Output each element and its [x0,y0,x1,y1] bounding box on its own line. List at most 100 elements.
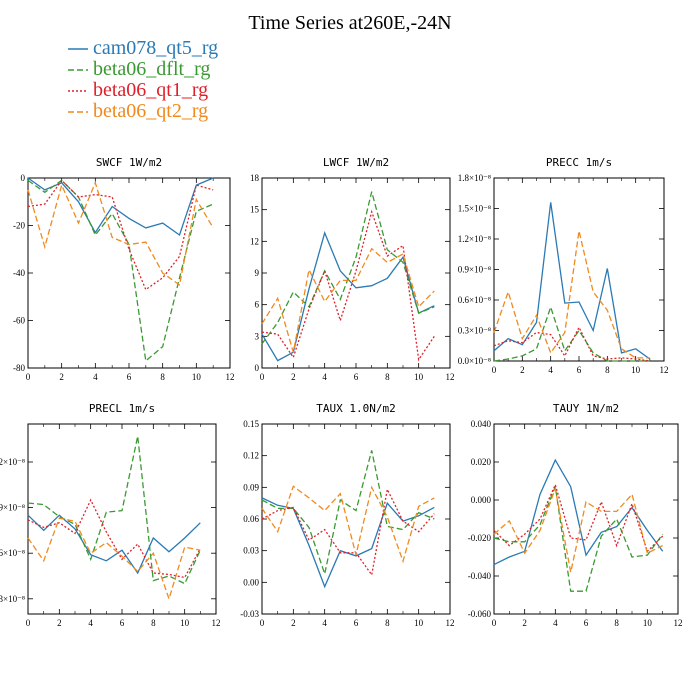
y-tick-label: -0.060 [468,609,492,619]
x-tick-label: 10 [414,618,424,628]
series-line [493,305,650,362]
x-tick-label: 8 [160,372,165,382]
chart-title: LWCF 1W/m2 [323,156,389,169]
x-tick-label: 0 [492,365,497,375]
y-tick-label: 0.6×10⁻⁸ [0,548,25,558]
series-line [493,482,664,553]
x-tick-label: 12 [446,372,455,382]
legend-item: beta06_dflt_rg [68,58,218,80]
y-tick-label: 0.03 [243,546,259,556]
y-tick-label: -0.020 [468,533,492,543]
y-tick-label: 0.0×10⁻⁸ [458,356,491,366]
series-line [261,485,435,564]
y-tick-label: -20 [13,221,25,231]
y-tick-label: 0.3×10⁻⁸ [0,594,25,604]
plot-frame [261,423,451,615]
chart-panel: LWCF 1W/m2 0 2 4 6 8 10 12 0 3 6 9 12 15 18 [250,156,455,382]
chart-title: TAUY 1N/m2 [553,402,619,415]
x-tick-label: 6 [577,365,582,375]
y-tick-label: 0.000 [471,495,492,505]
y-tick-label: 0.9×10⁻⁸ [458,265,491,275]
x-tick-label: 4 [553,618,558,628]
series-line [27,180,214,287]
x-tick-label: 2 [291,618,296,628]
y-tick-label: 12 [250,236,259,246]
y-tick-label: -0.03 [240,609,259,619]
x-tick-label: 10 [192,372,202,382]
series-line [261,487,435,577]
y-tick-label: -0.040 [468,571,492,581]
x-tick-label: 8 [385,372,390,382]
y-tick-label: 0.15 [243,419,259,429]
y-tick-label: 6 [255,300,260,310]
x-tick-label: 8 [385,618,390,628]
y-tick-label: 0.00 [243,577,259,587]
y-tick-label: 0.3×10⁻⁸ [458,326,491,336]
series-line [493,325,650,362]
x-tick-label: 12 [446,618,455,628]
x-tick-label: 0 [492,618,497,628]
legend-label: beta06_qt2_rg [93,100,209,122]
x-tick-label: 2 [522,618,527,628]
legend-label: cam078_qt5_rg [93,37,219,59]
y-tick-label: -80 [13,363,25,373]
legend: cam078_qt5_rg beta06_dflt_rg beta06_qt1_rg… [68,37,219,122]
series-line [493,230,650,359]
series-line [493,486,663,573]
y-tick-label: 0.020 [471,457,492,467]
x-tick-label: 6 [584,618,589,628]
y-tick-label: 1.8×10⁻⁸ [458,173,491,183]
y-tick-label: 0.040 [471,419,492,429]
plot-frame [27,177,231,369]
series-line [493,202,651,360]
series-line [493,458,664,566]
legend-swatch [68,68,88,71]
legend-swatch [68,110,88,113]
y-tick-label: 0.06 [243,514,259,524]
x-tick-label: 8 [151,618,156,628]
x-tick-label: 6 [354,618,359,628]
series-line [261,191,435,345]
x-tick-label: 4 [548,365,553,375]
y-tick-label: 0 [255,363,260,373]
x-tick-label: 4 [88,618,93,628]
legend-swatch [68,89,88,92]
legend-label: beta06_qt1_rg [93,79,209,101]
series-line [27,498,201,579]
series-line [493,484,664,592]
y-tick-label: -40 [13,268,25,278]
legend-item: cam078_qt5_rg [68,37,219,59]
chart-panel: SWCF 1W/m2 0 2 4 6 8 10 12 -80 -60 -40 -20 0 [13,156,235,382]
y-tick-label: 9 [255,268,260,278]
series-line [27,179,214,291]
x-tick-label: 4 [322,618,327,628]
x-tick-label: 0 [26,372,31,382]
series-line [27,436,201,585]
plot-frame [493,423,679,615]
y-tick-label: 1.2×10⁻⁸ [458,234,491,244]
series-line [27,517,201,601]
x-tick-label: 4 [93,372,98,382]
legend-item: beta06_qt1_rg [68,79,218,101]
chart-panel: PRECC 1m/s 0 2 4 6 8 10 12 0.0×10⁻⁸ 0.3×10⁻⁸ 0.6×1… [458,156,669,375]
chart-title: PRECC 1m/s [546,156,612,169]
x-tick-label: 4 [322,372,327,382]
plot-frame [493,177,665,362]
x-tick-label: 2 [291,372,296,382]
page-title: Time Series at260E,-24N [248,12,452,34]
x-tick-label: 0 [260,372,265,382]
chart-title: TAUX 1.0N/m2 [316,402,395,415]
x-tick-label: 2 [520,365,525,375]
y-tick-label: 0.12 [243,451,259,461]
y-tick-label: 0.09 [243,482,259,492]
x-tick-label: 2 [59,372,64,382]
chart-panel: TAUY 1N/m2 0 2 4 6 8 10 12 -0.060 -0.040 -0.020 0.0… [468,402,683,628]
y-tick-label: 18 [250,173,260,183]
chart-panel: PRECL 1m/s 0 2 4 6 8 10 12 0.3×10⁻⁸ 0.6×10⁻⁸ 0.9×1… [0,402,221,628]
x-tick-label: 10 [180,618,190,628]
y-tick-label: 3 [255,331,260,341]
series-line [261,209,435,362]
chart-title: SWCF 1W/m2 [96,156,162,169]
chart-panel: TAUX 1.0N/m2 0 2 4 6 8 10 12 -0.03 0.00 0.03 0.06 0.… [240,402,454,628]
